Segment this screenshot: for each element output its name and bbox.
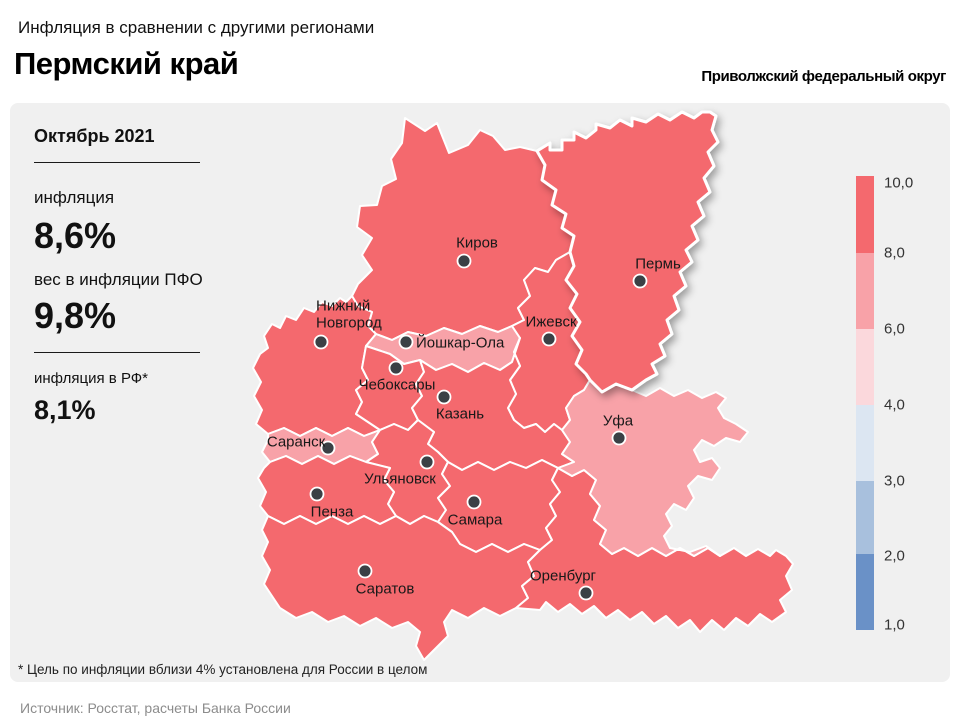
- footnote: * Цель по инфляции вблизи 4% установлена…: [18, 662, 428, 677]
- city-label-mordovia: Саранск: [267, 433, 326, 450]
- rf-inflation-label: инфляция в РФ*: [34, 370, 149, 387]
- inflation-label: инфляция: [34, 188, 115, 207]
- city-dot-bashkortostan: [611, 430, 627, 446]
- city-dot-kirov: [456, 253, 472, 269]
- source-note: Источник: Росстат, расчеты Банка России: [20, 700, 291, 716]
- legend-segment-3: [856, 405, 874, 481]
- city-label-nizhny-novgorod: Новгород: [316, 314, 382, 331]
- city-label-bashkortostan: Уфа: [603, 412, 634, 429]
- legend-segment-4: [856, 481, 874, 554]
- city-dot-chuvashia: [388, 360, 404, 376]
- city-label-penza: Пенза: [311, 503, 354, 520]
- region-bashkortostan: [557, 379, 749, 557]
- legend-tick-label: 2,0: [884, 547, 905, 565]
- legend-tick-label: 1,0: [884, 616, 905, 634]
- divider-line: [34, 162, 200, 163]
- city-label-samara: Самара: [448, 511, 503, 528]
- city-label-kirov: Киров: [456, 234, 498, 251]
- city-label-ulyanovsk: Ульяновск: [364, 470, 436, 487]
- city-dot-saratov: [357, 563, 373, 579]
- city-dot-udmurtia: [541, 331, 557, 347]
- weight-label: вес в инфляции ПФО: [34, 270, 203, 289]
- city-label-saratov: Саратов: [356, 580, 415, 597]
- legend-segment-0: [856, 176, 874, 253]
- legend-segment-2: [856, 329, 874, 405]
- city-label-tatarstan: Казань: [436, 405, 484, 422]
- legend-tick-label: 6,0: [884, 320, 905, 338]
- legend-tick-label: 10,0: [884, 174, 914, 192]
- city-label-nizhny-novgorod: Нижний: [316, 297, 370, 314]
- legend-tick-label: 3,0: [884, 472, 905, 490]
- region-saratov: [261, 515, 541, 661]
- city-label-chuvashia: Чебоксары: [359, 376, 436, 393]
- period-label: Октябрь 2021: [34, 126, 155, 146]
- city-dot-ulyanovsk: [419, 454, 435, 470]
- city-label-udmurtia: Ижевск: [525, 313, 576, 330]
- city-label-mari-el: Йошкар-Ола: [416, 333, 505, 351]
- region-perm: [535, 110, 720, 394]
- city-dot-orenburg: [578, 585, 594, 601]
- weight-value: 9,8%: [34, 295, 117, 336]
- city-dot-tatarstan: [436, 389, 452, 405]
- legend-segment-1: [856, 253, 874, 329]
- city-dot-mari-el: [398, 334, 414, 350]
- city-label-perm: Пермь: [635, 255, 681, 272]
- city-dot-samara: [466, 494, 482, 510]
- inflation-value: 8,6%: [34, 215, 117, 256]
- city-dot-nizhny-novgorod: [313, 334, 329, 350]
- legend-tick-label: 8,0: [884, 244, 905, 262]
- page-title: Пермский край: [14, 46, 239, 81]
- city-label-orenburg: Оренбург: [530, 567, 597, 584]
- legend-tick-label: 4,0: [884, 396, 905, 414]
- city-dot-perm: [632, 273, 648, 289]
- legend-segment-5: [856, 554, 874, 630]
- district-label: Приволжский федеральный округ: [701, 68, 946, 85]
- page-subtitle: Инфляция в сравнении с другими регионами: [18, 18, 375, 37]
- divider-line: [34, 352, 200, 353]
- rf-inflation-value: 8,1%: [34, 395, 96, 425]
- city-dot-penza: [309, 486, 325, 502]
- city-dot-mordovia: [320, 440, 336, 456]
